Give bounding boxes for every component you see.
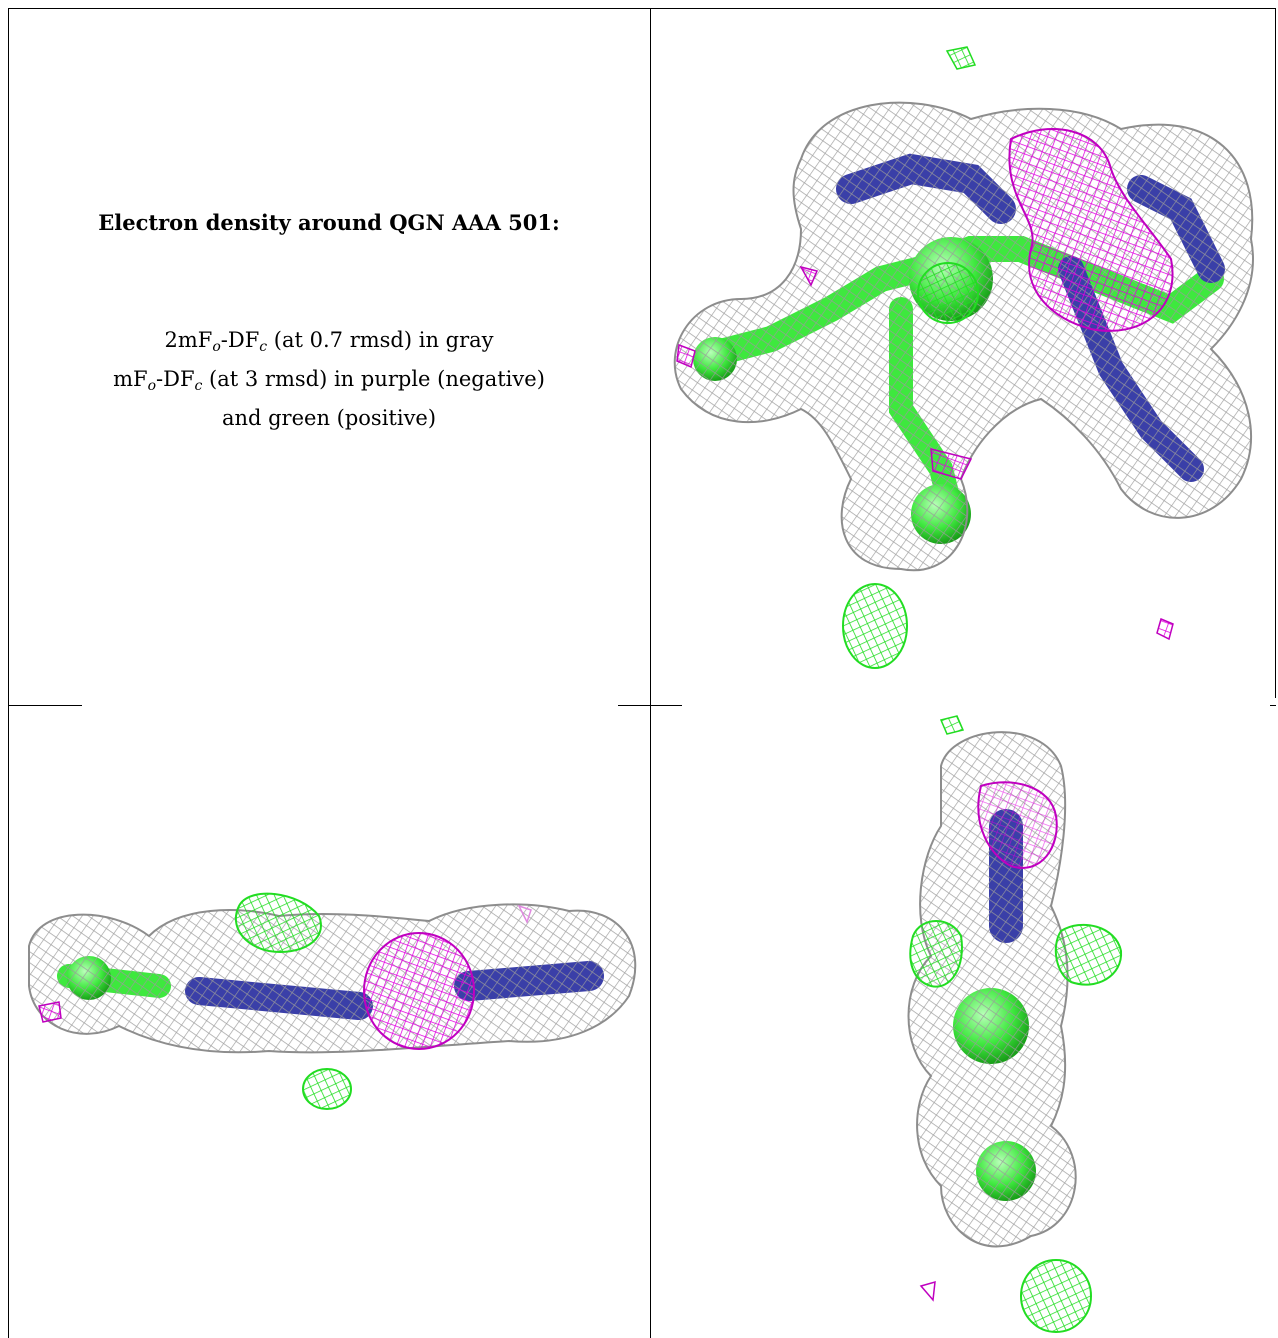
positive-density-side-top: [234, 892, 322, 953]
legend-line-difference: mFo-DFc (at 3 rmsd) in purple (negative): [113, 367, 545, 394]
figure-table: Electron density around QGN AAA 501: 2mF…: [8, 8, 1276, 1338]
gray-mesh-side: [28, 903, 637, 1054]
positive-density-end-left: [909, 920, 963, 988]
negative-density-side: [363, 932, 475, 1050]
positive-density-end-right: [1054, 923, 1123, 986]
caption-title: Electron density around QGN AAA 501:: [98, 210, 560, 235]
positive-density-top-lower: [842, 583, 908, 669]
negative-blob-side-right: [517, 904, 532, 924]
gray-mesh-top: [673, 101, 1254, 572]
negative-density-top: [1008, 128, 1174, 332]
legend-line-gray: 2mFo-DFc (at 0.7 rmsd) in gray: [164, 328, 494, 355]
positive-density-top-center: [917, 262, 979, 324]
negative-blob-end-small: [919, 1280, 936, 1302]
row-divider-right: [1270, 705, 1276, 706]
row-divider-mid: [618, 705, 682, 706]
positive-density-end-bottom: [1020, 1259, 1092, 1333]
left-border: [8, 8, 9, 1338]
positive-density-top-small: [945, 46, 977, 70]
caption-legend: 2mFo-DFc (at 0.7 rmsd) in gray mFo-DFc (…: [8, 324, 650, 434]
center-divider: [650, 8, 651, 1338]
row-divider-left: [8, 705, 82, 706]
right-border: [1275, 8, 1276, 698]
negative-blob-small-1: [930, 448, 973, 480]
legend-line-positive: and green (positive): [221, 406, 437, 430]
negative-blob-small-4: [1156, 617, 1174, 641]
positive-density-end-top: [939, 715, 965, 735]
negative-blob-side-left: [38, 1001, 62, 1023]
negative-blob-small-3: [799, 265, 819, 287]
negative-blob-small-2: [676, 343, 696, 369]
density-end-view: [651, 706, 1275, 1338]
density-side-view: [9, 706, 650, 1338]
negative-density-end: [977, 781, 1058, 869]
caption-cell: Electron density around QGN AAA 501: 2mF…: [8, 8, 650, 705]
density-top-view: [651, 9, 1275, 705]
top-border: [8, 8, 1276, 9]
positive-density-side-bottom: [302, 1068, 352, 1110]
